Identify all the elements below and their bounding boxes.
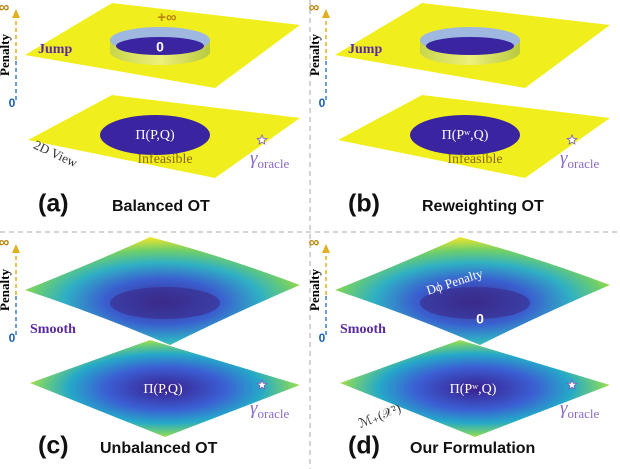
gamma-subscript: oracle	[568, 156, 600, 171]
panel-label: (a)	[38, 190, 69, 218]
set-label: Π(Pʷ,Q)	[442, 128, 489, 143]
axis-bottom-label: 0	[9, 331, 16, 345]
axis-label: Penalty	[307, 34, 322, 76]
figure: ∞Penalty0Jump+∞0Π(P,Q)Infeasibleγoracle2…	[0, 0, 620, 469]
panel-label: (d)	[348, 432, 380, 460]
space-label: ℳ₊(𝒳²)	[356, 400, 403, 431]
cylinder-floor	[426, 37, 514, 55]
set-label: Π(P,Q)	[143, 382, 183, 397]
top-label: Smooth	[30, 322, 76, 337]
axis-label: Penalty	[0, 269, 12, 311]
panel-title: Unbalanced OT	[100, 440, 218, 457]
axis-top-label: ∞	[309, 234, 320, 251]
gamma-label: γoracle	[250, 398, 289, 421]
outside-label: Infeasible	[447, 152, 502, 167]
center-value: 0	[156, 39, 164, 55]
axis-label: Penalty	[307, 269, 322, 311]
panel: ∞ Penalty 0 Jump Π(Pʷ,Q) Infeasible γoracle (b)…	[307, 0, 610, 218]
panel-title: Balanced OT	[112, 198, 210, 215]
top-value: +∞	[157, 9, 177, 26]
top-label: Smooth	[340, 322, 386, 337]
axis-top-label: ∞	[0, 234, 10, 251]
outside-label: Infeasible	[137, 152, 192, 167]
gamma-label: γoracle	[250, 148, 289, 171]
panel: ∞ Penalty 0 Smooth Π(P,Q) γoracle (c) Unbalance…	[0, 234, 300, 460]
page: ∞Penalty0Jump+∞0Π(P,Q)Infeasibleγoracle2…	[0, 0, 620, 469]
set-label: Π(Pʷ,Q)	[450, 382, 497, 397]
axis-label: Penalty	[0, 34, 12, 76]
axis-bottom-label: 0	[9, 96, 16, 110]
gamma-subscript: oracle	[258, 406, 290, 421]
panel-label: (b)	[348, 190, 380, 218]
axis-arrow	[12, 244, 20, 253]
axis-arrow	[322, 244, 330, 253]
panel-title: Reweighting OT	[422, 198, 544, 215]
gamma-label: γoracle	[560, 398, 599, 421]
axis-bottom-label: 0	[319, 96, 326, 110]
gamma-label: γoracle	[560, 148, 599, 171]
gamma-subscript: oracle	[258, 156, 290, 171]
axis-arrow	[12, 9, 20, 18]
panel-label: (c)	[38, 432, 69, 460]
center-value: 0	[476, 311, 484, 327]
top-label: Jump	[348, 42, 382, 57]
axis-top-label: ∞	[309, 0, 320, 16]
surface-center	[110, 287, 220, 319]
top-label: Jump	[38, 42, 72, 57]
gamma-subscript: oracle	[568, 406, 600, 421]
panel-title: Our Formulation	[410, 440, 535, 457]
axis-arrow	[322, 9, 330, 18]
set-label: Π(P,Q)	[135, 128, 175, 143]
axis-top-label: ∞	[0, 0, 10, 16]
axis-bottom-label: 0	[319, 331, 326, 345]
